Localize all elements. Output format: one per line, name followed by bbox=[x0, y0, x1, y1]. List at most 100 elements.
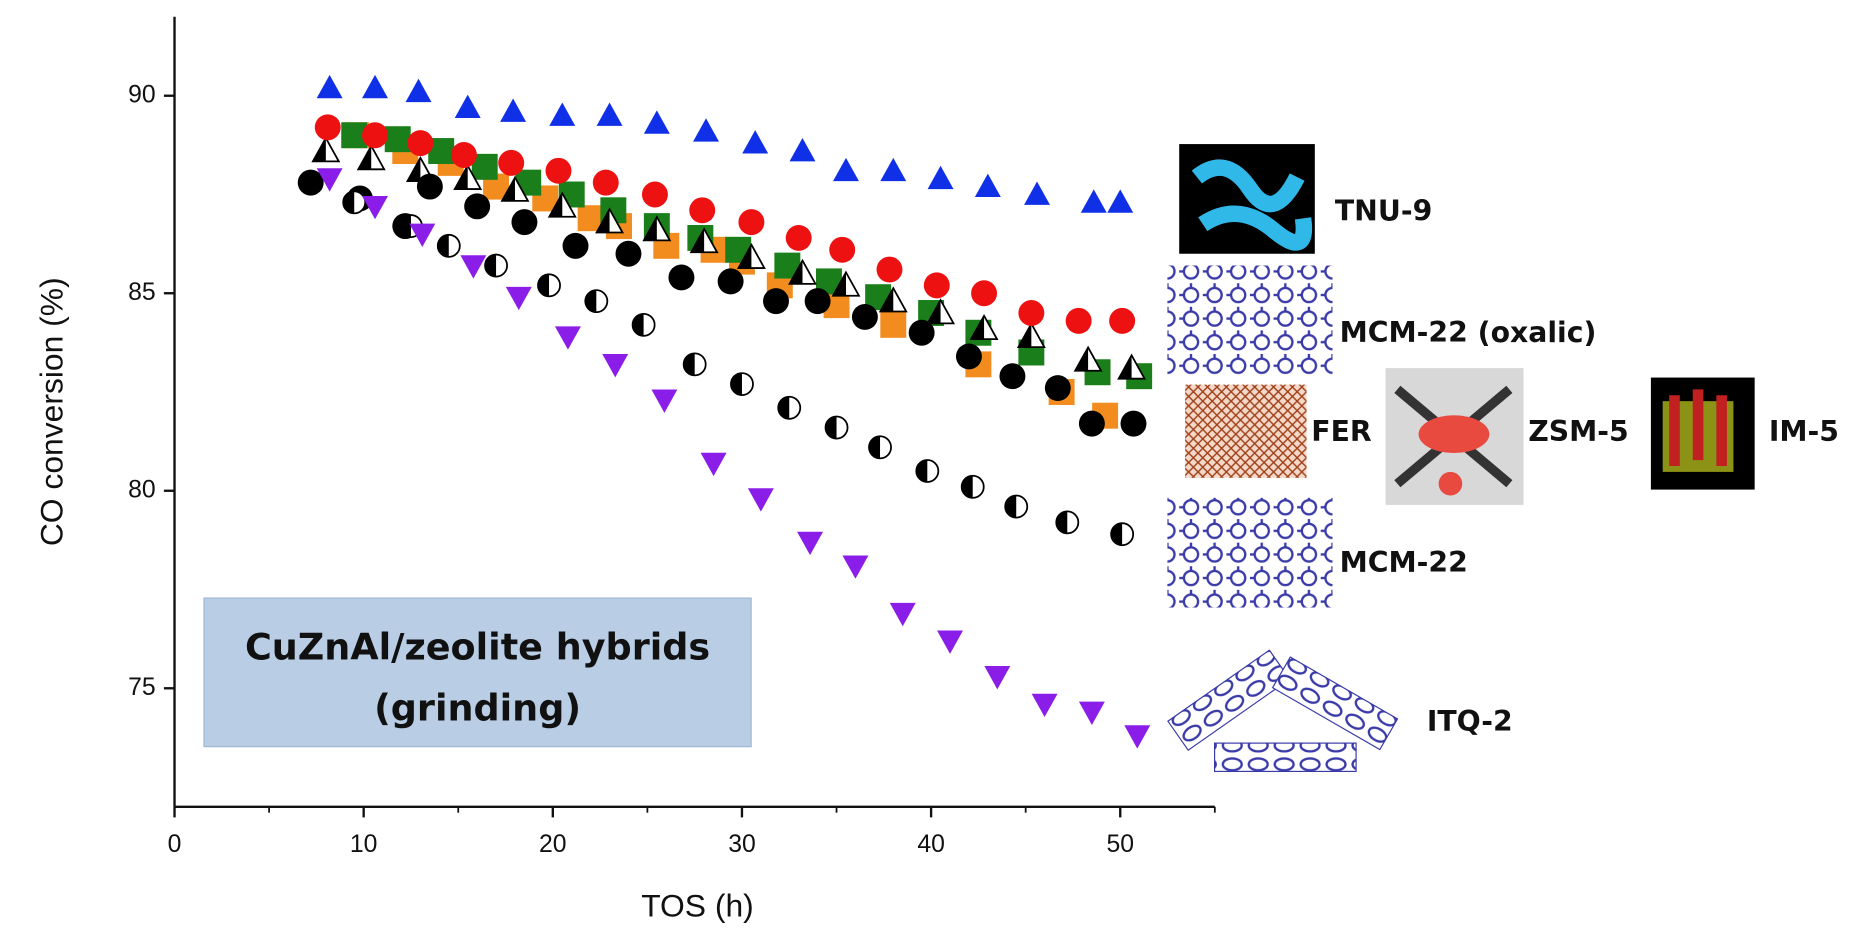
marker bbox=[315, 114, 341, 140]
structure-label: FER bbox=[1311, 415, 1372, 448]
x-tick-label: 0 bbox=[168, 831, 182, 858]
structure-label: TNU-9 bbox=[1335, 194, 1432, 227]
marker bbox=[890, 603, 916, 626]
marker bbox=[1079, 702, 1105, 725]
marker bbox=[1111, 523, 1133, 545]
marker bbox=[937, 630, 963, 653]
marker bbox=[1018, 324, 1044, 347]
y-tick-label: 75 bbox=[128, 674, 156, 701]
structure-label: IM-5 bbox=[1769, 415, 1839, 448]
marker bbox=[778, 397, 800, 419]
marker bbox=[538, 274, 560, 296]
marker bbox=[1056, 511, 1078, 533]
marker bbox=[644, 110, 670, 133]
marker bbox=[731, 373, 753, 395]
marker bbox=[317, 75, 343, 98]
marker bbox=[593, 170, 619, 196]
marker bbox=[684, 353, 706, 375]
marker bbox=[455, 95, 481, 118]
marker bbox=[498, 150, 524, 176]
marker bbox=[651, 390, 677, 413]
marker bbox=[852, 304, 878, 330]
x-tick-label: 50 bbox=[1106, 831, 1134, 858]
marker bbox=[805, 288, 831, 314]
marker bbox=[585, 290, 607, 312]
marker bbox=[668, 264, 694, 290]
marker bbox=[877, 257, 903, 283]
marker bbox=[962, 476, 984, 498]
y-tick-label: 85 bbox=[128, 279, 156, 306]
marker bbox=[1032, 694, 1058, 717]
marker bbox=[549, 103, 575, 126]
marker bbox=[1005, 496, 1027, 518]
marker bbox=[362, 122, 388, 148]
marker bbox=[797, 532, 823, 555]
marker bbox=[829, 237, 855, 263]
structure-label: ITQ-2 bbox=[1427, 705, 1513, 738]
y-tick-label: 80 bbox=[128, 476, 156, 503]
chart: 0 10 20 30 40 50 75 80 85 90 TOS (h) CO conversion … bbox=[0, 0, 1849, 932]
marker bbox=[438, 235, 460, 257]
marker bbox=[313, 138, 339, 161]
marker bbox=[563, 233, 589, 259]
marker bbox=[689, 197, 715, 223]
marker bbox=[763, 288, 789, 314]
marker bbox=[833, 158, 859, 181]
marker bbox=[511, 209, 537, 235]
structure-label: ZSM-5 bbox=[1528, 415, 1628, 448]
marker bbox=[642, 182, 668, 208]
marker bbox=[1121, 411, 1147, 437]
marker bbox=[869, 436, 891, 458]
marker bbox=[385, 126, 411, 152]
marker bbox=[451, 142, 477, 168]
marker bbox=[738, 209, 764, 235]
marker bbox=[1124, 725, 1150, 748]
marker bbox=[975, 174, 1001, 197]
structure-images bbox=[1167, 144, 1754, 771]
x-tick-label: 10 bbox=[350, 831, 378, 858]
marker bbox=[742, 130, 768, 153]
marker bbox=[880, 312, 906, 338]
marker bbox=[1079, 411, 1105, 437]
marker bbox=[1018, 300, 1044, 326]
marker bbox=[1045, 375, 1071, 401]
marker bbox=[362, 75, 388, 98]
marker bbox=[616, 241, 642, 267]
box-text: (grinding) bbox=[374, 687, 581, 730]
marker bbox=[1024, 182, 1050, 205]
structure-label: MCM-22 (oxalic) bbox=[1340, 316, 1597, 349]
y-tick-label: 90 bbox=[128, 81, 156, 108]
marker bbox=[701, 453, 727, 476]
marker bbox=[956, 343, 982, 369]
marker bbox=[842, 555, 868, 578]
marker bbox=[460, 255, 486, 278]
marker bbox=[971, 280, 997, 306]
structure-label: MCM-22 bbox=[1340, 546, 1468, 579]
x-tick-label: 40 bbox=[917, 831, 945, 858]
marker bbox=[500, 99, 526, 122]
marker bbox=[748, 488, 774, 511]
marker bbox=[1066, 308, 1092, 334]
marker bbox=[417, 174, 443, 200]
marker bbox=[555, 326, 581, 349]
marker bbox=[407, 130, 433, 156]
x-axis-label: TOS (h) bbox=[641, 888, 754, 924]
marker bbox=[999, 363, 1025, 389]
marker bbox=[1109, 308, 1135, 334]
x-tick-label: 30 bbox=[728, 831, 756, 858]
y-axis-label: CO conversion (%) bbox=[34, 277, 70, 546]
marker bbox=[358, 146, 384, 169]
marker bbox=[909, 320, 935, 346]
marker bbox=[633, 314, 655, 336]
marker bbox=[602, 354, 628, 377]
marker bbox=[485, 255, 507, 277]
marker bbox=[916, 460, 938, 482]
x-tick-label: 20 bbox=[539, 831, 567, 858]
marker bbox=[597, 103, 623, 126]
marker bbox=[1107, 189, 1133, 212]
marker bbox=[880, 158, 906, 181]
marker bbox=[924, 272, 950, 298]
marker bbox=[790, 138, 816, 161]
marker bbox=[718, 268, 744, 294]
marker bbox=[464, 193, 490, 219]
